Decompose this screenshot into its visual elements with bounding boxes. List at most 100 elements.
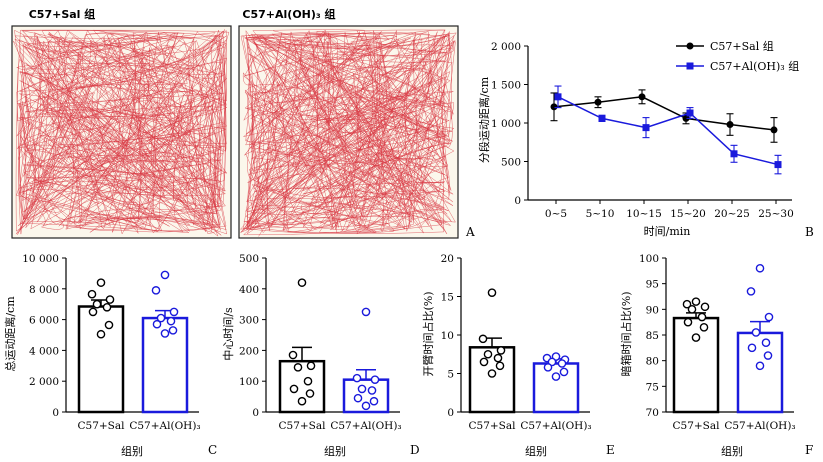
panel-b-xtick-label: 10~15: [626, 208, 662, 220]
panel-f-point: [763, 351, 773, 360]
panel-d-ytick-label: 100: [239, 376, 259, 388]
legend-label-aloh: C57+Al(OH)₃ 组: [710, 59, 799, 73]
panel-f-point: [747, 343, 757, 353]
panel-b-xtick-label: 25~30: [758, 208, 794, 220]
panel-d-ytick-label: 400: [239, 284, 259, 296]
panel-f-point: [751, 328, 761, 337]
panel-f-point: [687, 305, 697, 314]
panel-f-xtick-label: C57+Sal: [672, 420, 720, 432]
panel-c: 总运动距离/cm 组别 C 0 2 000 4 000 6 000 8 000 10 00…: [3, 253, 217, 458]
panel-f-ytick-label: 95: [646, 279, 659, 291]
panel-b-xlabel: 时间/min: [644, 225, 691, 238]
panel-letter-a: A: [465, 225, 475, 239]
panel-d-point: [297, 396, 307, 406]
panel-b-point: [770, 126, 778, 134]
panel-f-point: [755, 263, 765, 273]
panel-f-point: [755, 361, 765, 371]
panel-e-ytick-label: 0: [447, 407, 454, 419]
panel-d-point: [369, 396, 379, 406]
panel-letter-c: C: [208, 443, 217, 457]
panel-e-ytick-label: 5: [447, 369, 454, 381]
panel-d-ytick-label: 200: [239, 345, 259, 357]
panel-letter-d: D: [410, 443, 420, 457]
panel-f-point: [764, 312, 774, 322]
panel-e-ytick-label: 10: [441, 330, 454, 342]
panel-f-point: [700, 302, 710, 312]
panel-d: 中心时间/s 组别 D 0 100 200 300 400 500 C57+Sal C57+A…: [222, 253, 420, 458]
panel-letter-b: B: [805, 225, 814, 239]
panel-e-point: [551, 372, 561, 381]
panel-c-point: [168, 326, 178, 335]
panel-c-point: [169, 307, 179, 317]
panel-e-ytick-label: 15: [441, 292, 454, 304]
panel-c-xtick-label: C57+Sal: [77, 420, 125, 432]
panel-b-point: [730, 150, 738, 158]
track-title-aloh: C57+Al(OH)₃ 组: [242, 7, 335, 21]
panel-f-point: [691, 297, 701, 306]
panel-e-point: [483, 349, 493, 359]
panel-e-ylabel: 开臂时间占比(%): [421, 291, 435, 376]
panel-c-ytick-label: 0: [52, 407, 59, 419]
panel-a: C57+Sal 组 C57+Al(OH)₃ 组 A: [11, 7, 475, 239]
panel-b-point: [726, 121, 734, 129]
panel-b-xtick-label: 20~25: [714, 208, 750, 220]
panel-b-xtick-label: 5~10: [586, 208, 615, 220]
panel-b: 分段运动距离/cm 时间/min B C57+Sal 组 C57+Al(OH)₃…: [477, 39, 814, 239]
panel-b-point: [682, 114, 690, 122]
panel-d-point: [303, 376, 313, 386]
panel-letter-f: F: [805, 443, 813, 457]
legend-label-sal: C57+Sal 组: [710, 39, 774, 53]
panel-f-xtick-label: C57+Al(OH)₃: [724, 420, 795, 432]
panel-b-point: [598, 114, 606, 122]
panel-b-xtick-label: 0~5: [545, 208, 567, 220]
panel-f-ytick-label: 90: [646, 304, 659, 316]
panel-c-point: [160, 270, 170, 280]
panel-d-point: [361, 401, 371, 411]
panel-b-ytick-label: 1 500: [491, 80, 521, 92]
panel-e-bar: [468, 346, 516, 414]
panel-b-ytick-label: 0: [514, 195, 521, 207]
panel-e-point: [496, 346, 506, 355]
panel-d-point: [293, 363, 303, 372]
panel-letter-e: E: [606, 443, 615, 457]
track-path: [12, 29, 230, 237]
panel-f-ytick-label: 100: [639, 253, 659, 265]
panel-d-ylabel: 中心时间/s: [222, 307, 235, 361]
panel-d-ytick-label: 300: [239, 315, 259, 327]
panel-d-point: [288, 350, 298, 360]
panel-e-point: [487, 369, 497, 378]
panel-c-ytick-label: 4 000: [29, 345, 59, 357]
panel-f-point: [683, 317, 693, 327]
panel-c-ytick-label: 10 000: [22, 253, 59, 265]
panel-b-series-line: [553, 96, 775, 131]
panel-b-point: [774, 161, 782, 169]
panel-c-point: [96, 278, 106, 287]
panel-c-point: [96, 329, 106, 339]
panel-e-point: [559, 367, 569, 377]
panel-c-xlabel: 组别: [121, 444, 143, 458]
panel-b-ytick-label: 500: [501, 157, 521, 169]
track-lines-aloh: [239, 29, 457, 237]
panel-d-point: [370, 375, 380, 384]
panel-d-point: [352, 373, 362, 383]
panel-f-bar: [672, 316, 720, 414]
panel-d-ytick-label: 0: [252, 407, 259, 419]
panel-c-xtick-label: C57+Al(OH)₃: [129, 420, 200, 432]
panel-f-point: [746, 287, 756, 296]
panel-e-point: [478, 334, 488, 344]
panel-c-point: [104, 320, 114, 330]
panel-f: 暗箱时间占比(%) 组别 F 70 75 80 85 90 95 100 C57+Sal C57…: [619, 253, 813, 458]
panel-d-point: [367, 386, 377, 395]
panel-e-point: [487, 288, 497, 297]
panel-f-point: [699, 322, 709, 332]
panel-d-point: [357, 384, 367, 394]
panel-c-point: [87, 289, 97, 299]
panel-b-xtick-label: 15~20: [670, 208, 706, 220]
panel-c-point: [156, 313, 166, 323]
panel-f-point: [691, 333, 701, 342]
panel-f-point: [682, 299, 692, 309]
panel-c-ytick-label: 6 000: [29, 315, 59, 327]
panel-e-xlabel: 组别: [525, 444, 547, 458]
panel-e-xtick-label: C57+Al(OH)₃: [520, 420, 591, 432]
